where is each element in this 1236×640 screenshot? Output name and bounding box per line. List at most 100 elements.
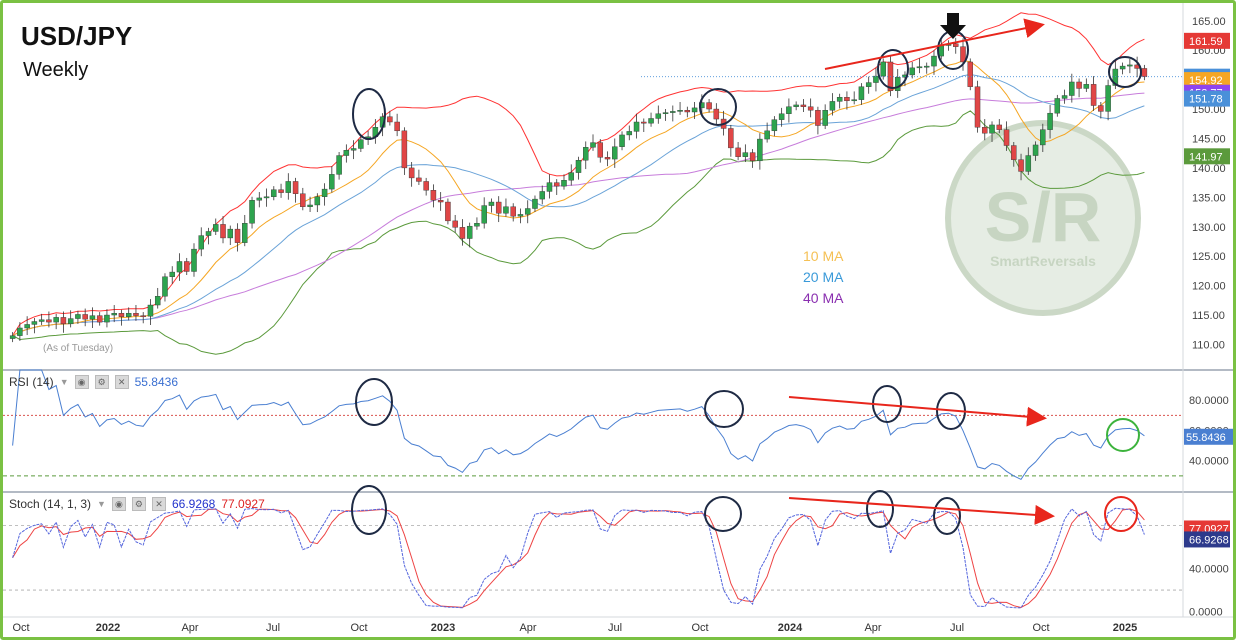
candle-body (677, 110, 683, 112)
rsi-settings-icon[interactable]: ⚙ (94, 375, 109, 389)
price-tick-label: 140.00 (1192, 163, 1226, 175)
candle-body (1119, 65, 1126, 70)
candle-body (517, 214, 524, 217)
candle-body (38, 319, 45, 322)
stoch-red-circle (1104, 496, 1138, 532)
stoch-dropdown-icon[interactable]: ▼ (97, 499, 106, 509)
candle-body (967, 61, 973, 87)
candle-body (575, 160, 582, 173)
candle-body (118, 313, 125, 317)
candle-body (568, 172, 574, 181)
candle-body (154, 296, 161, 306)
rsi-dropdown-icon[interactable]: ▼ (59, 377, 69, 387)
stoch-k-line (12, 507, 1145, 609)
stoch-tick-label: 40.0000 (1189, 563, 1229, 575)
candle-body (510, 206, 516, 217)
time-tick-label: 2024 (778, 622, 803, 634)
candle-body (220, 224, 226, 239)
candle-body (488, 201, 495, 206)
ma10-line (12, 60, 1145, 337)
candle-body (249, 200, 255, 224)
candle-body (953, 43, 959, 47)
candle-body (553, 182, 560, 187)
rsi-green-circle (1106, 418, 1140, 452)
candle-body (1105, 85, 1111, 112)
legend-ma40: 40 MA (803, 290, 844, 306)
stoch-eye-icon[interactable]: ◉ (111, 497, 126, 511)
candle-body (1090, 84, 1097, 106)
candle-body (836, 97, 843, 102)
annotation-circle (352, 88, 386, 140)
candle-body (17, 327, 23, 336)
candle-body (684, 110, 691, 113)
price-tick-label: 110.00 (1192, 339, 1225, 351)
candle-body (546, 182, 553, 192)
candle-body (408, 167, 415, 179)
time-tick-label: Apr (864, 622, 881, 634)
candle-body (162, 276, 168, 297)
chart-title: USD/JPY (21, 21, 133, 51)
peak-down-arrow (940, 13, 966, 39)
annotation-circle (704, 390, 744, 428)
candle-body (53, 317, 59, 323)
candle-body (1098, 105, 1104, 112)
candle-body (807, 106, 814, 111)
candle-body (495, 201, 502, 214)
stoch-value-text: 66.9268 (1189, 534, 1229, 546)
candle-body (539, 191, 545, 200)
candle-body (198, 235, 204, 250)
time-tick-label: 2022 (96, 622, 120, 634)
stoch-d-value: 77.0927 (221, 497, 265, 511)
price-label-box (1184, 32, 1230, 49)
rsi-close-icon[interactable]: ✕ (114, 375, 129, 389)
watermark-circle (945, 120, 1141, 316)
rsi-eye-icon[interactable]: ◉ (74, 375, 89, 389)
rsi-value-text: 55.8436 (1186, 432, 1226, 444)
price-tick-label: 135.00 (1192, 192, 1226, 204)
candle-body (336, 155, 342, 175)
candle-body (314, 196, 321, 206)
candle-body (793, 104, 799, 107)
candle-body (89, 315, 96, 320)
stoch-value-box (1184, 531, 1230, 548)
candle-body (909, 67, 915, 76)
candle-body (706, 102, 712, 110)
rsi-tick-label: 80.0000 (1189, 395, 1229, 407)
candle-body (452, 220, 458, 228)
candle-body (822, 110, 828, 126)
candle-body (1025, 155, 1032, 172)
candle-body (75, 314, 81, 319)
candle-body (626, 131, 633, 136)
time-tick-label: 2025 (1113, 622, 1137, 634)
candle-body (1003, 129, 1010, 146)
candle-body (394, 121, 400, 132)
candle-body (764, 130, 770, 140)
candle-body (865, 82, 872, 87)
candle-body (923, 65, 930, 68)
stoch-settings-icon[interactable]: ⚙ (131, 497, 146, 511)
candle-body (1032, 144, 1039, 156)
time-tick-label: Jul (950, 622, 964, 634)
candle-body (401, 130, 408, 169)
candle-body (503, 206, 509, 214)
price-tick-label: 165.00 (1192, 16, 1226, 28)
candle-body (778, 113, 785, 120)
candle-body (960, 46, 966, 63)
candle-body (655, 113, 662, 119)
annotation-circle (1108, 56, 1142, 88)
candle-body (1141, 68, 1148, 77)
candle-body (423, 181, 429, 191)
stoch-close-icon[interactable]: ✕ (151, 497, 166, 511)
candle-body (234, 228, 241, 243)
candle-body (147, 304, 154, 317)
candle-body (430, 190, 437, 201)
candle-body (735, 147, 741, 157)
candle-body (1047, 112, 1053, 130)
candle-body (358, 139, 364, 149)
time-tick-label: Jul (266, 622, 280, 634)
candle-body (757, 138, 763, 162)
annotation-circle (933, 497, 961, 535)
candle-body (176, 261, 183, 273)
rsi-line (12, 369, 1145, 481)
